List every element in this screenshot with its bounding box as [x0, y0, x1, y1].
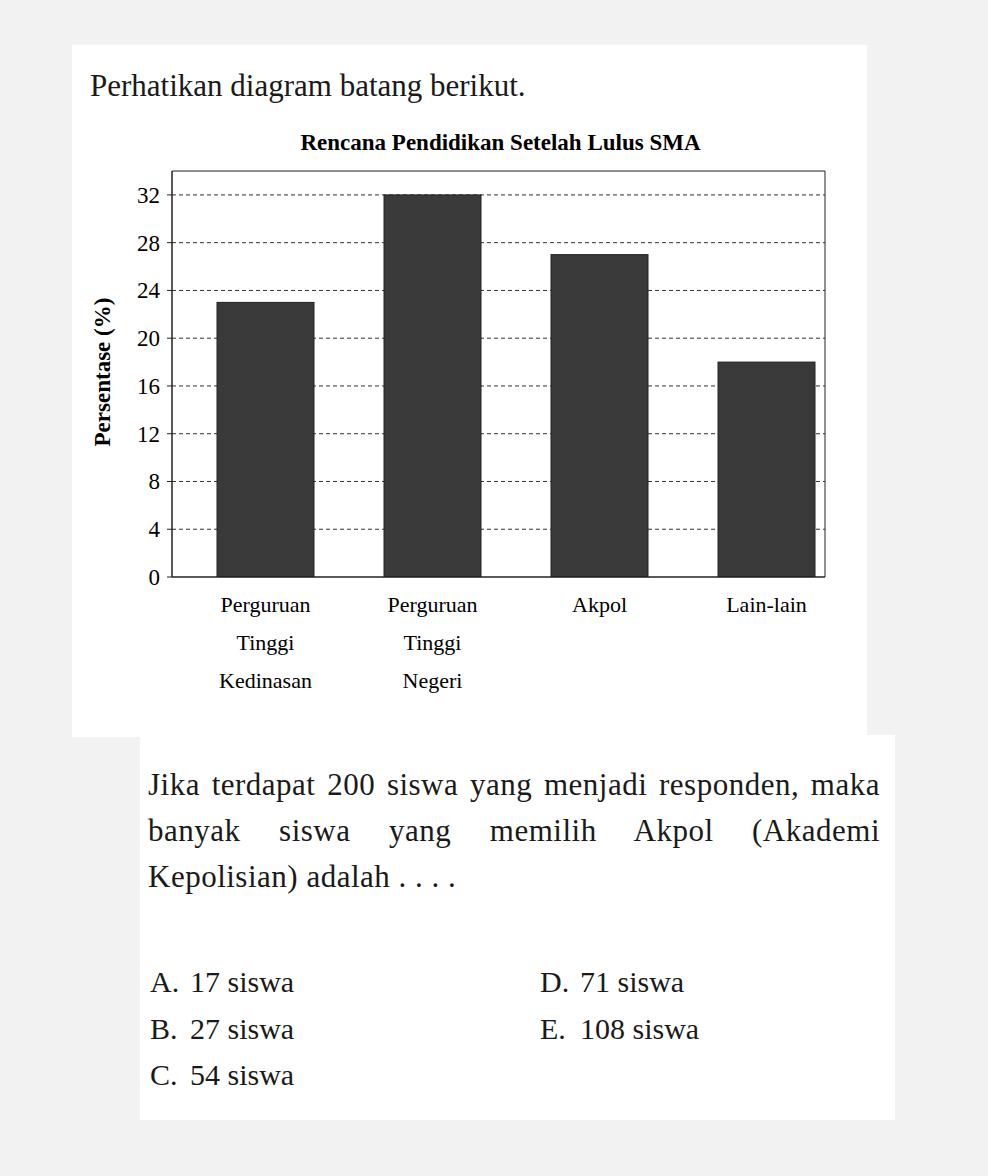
y-axis-label: Persentase (%) — [90, 298, 115, 447]
y-tick-label: 28 — [137, 231, 160, 256]
y-tick-label: 4 — [149, 517, 161, 542]
x-axis-line — [172, 576, 825, 578]
y-tick-label: 24 — [137, 278, 161, 303]
y-tick-label: 12 — [137, 422, 160, 447]
option-letter: B. — [150, 1012, 178, 1046]
frame-right — [825, 171, 826, 577]
bar — [718, 362, 815, 577]
x-tick-label: Akpol — [572, 592, 627, 617]
grid-line — [172, 242, 825, 243]
grid-line — [172, 194, 825, 195]
bar — [551, 255, 648, 577]
intro-text: Perhatikan diagram batang berikut. — [90, 68, 526, 104]
y-tick-label: 0 — [149, 565, 161, 590]
x-tick-label: Perguruan Tinggi Negeri — [387, 592, 477, 693]
x-tick-label-line: Perguruan — [387, 592, 477, 617]
x-tick-label-line: Akpol — [572, 592, 627, 617]
y-tick-label: 16 — [137, 374, 160, 399]
x-tick-label: Perguruan Tinggi Kedinasan — [219, 592, 312, 693]
option-text: 54 siswa — [190, 1058, 294, 1092]
x-tick-label-line: Lain-lain — [726, 592, 807, 617]
option-letter: D. — [540, 965, 569, 999]
x-tick-label-line: Kedinasan — [219, 668, 312, 693]
option-letter: E. — [540, 1012, 566, 1046]
x-tick-label-line: Perguruan — [220, 592, 310, 617]
option-letter: C. — [150, 1058, 178, 1092]
x-tick-label: Lain-lain — [726, 592, 807, 617]
bar — [217, 302, 314, 577]
y-tick-label: 20 — [137, 326, 160, 351]
frame-top — [172, 171, 825, 172]
bars — [217, 195, 815, 577]
option-text: 27 siswa — [190, 1012, 294, 1046]
option-letter: A. — [150, 965, 179, 999]
option-text: 108 siswa — [580, 1012, 699, 1046]
option-text: 17 siswa — [190, 965, 294, 999]
option-text: 71 siswa — [580, 965, 684, 999]
x-tick-label-line: Negeri — [403, 668, 463, 693]
y-axis-line — [171, 171, 173, 577]
y-tick-label: 32 — [137, 183, 160, 208]
chart-title: Rencana Pendidikan Setelah Lulus SMA — [300, 130, 700, 155]
chart-svg: Rencana Pendidikan Setelah Lulus SMA Pers… — [0, 0, 988, 1176]
bar — [384, 195, 481, 577]
x-tick-label-line: Tinggi — [404, 630, 462, 655]
x-tick-label-line: Tinggi — [237, 630, 295, 655]
question-text: Jika terdapat 200 siswa yang menjadi res… — [148, 762, 880, 900]
y-tick-label: 8 — [149, 469, 161, 494]
grid-line — [172, 290, 825, 291]
